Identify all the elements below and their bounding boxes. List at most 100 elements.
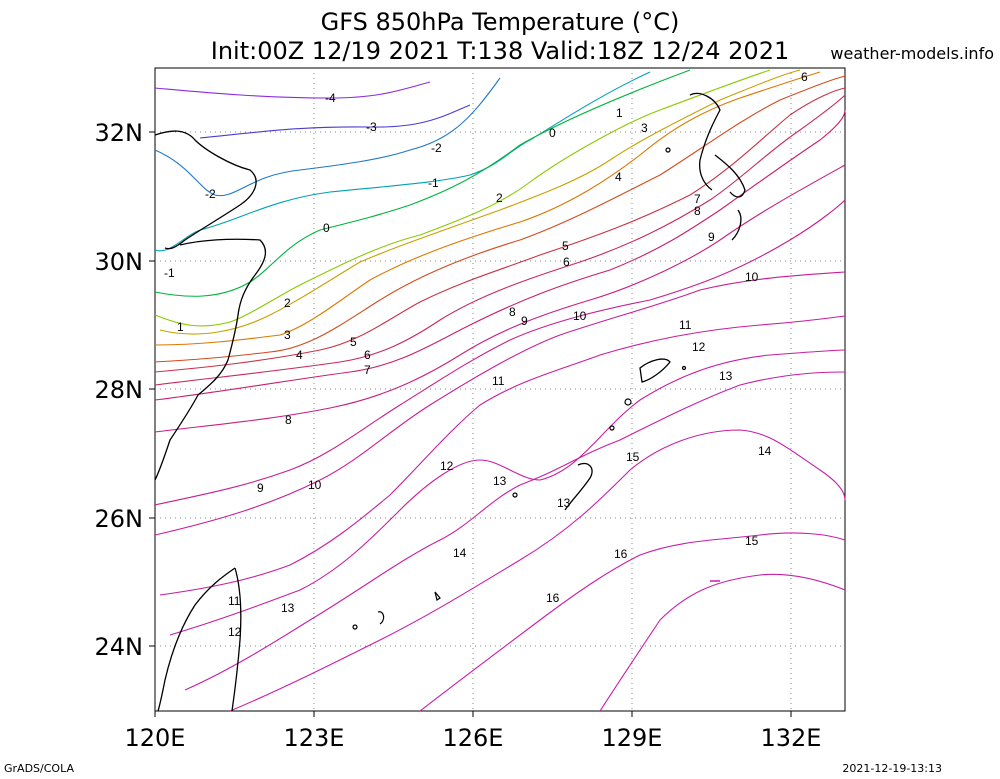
contour-label: -1 xyxy=(428,176,439,190)
lat-label: 30N xyxy=(95,248,144,276)
contour-label: 8 xyxy=(285,413,292,427)
contour-label: 5 xyxy=(562,239,569,253)
contour-line xyxy=(154,69,691,297)
island xyxy=(434,591,441,601)
contour-line xyxy=(154,77,501,197)
axis-ticks xyxy=(149,131,792,717)
lat-axis-labels: 32N 30N 28N 26N 24N xyxy=(95,119,144,661)
contour-line xyxy=(169,349,846,636)
china-coast xyxy=(154,130,267,481)
contour-label: 14 xyxy=(758,444,772,458)
grid-lines xyxy=(155,68,845,711)
contour-label: 2 xyxy=(496,191,503,205)
contour-label: 8 xyxy=(694,204,701,218)
map-title: GFS 850hPa Temperature (°C) xyxy=(320,8,680,36)
contour-label: 16 xyxy=(614,547,628,561)
contour-line xyxy=(229,429,846,712)
contour-label: 9 xyxy=(521,314,528,328)
lon-label: 129E xyxy=(602,724,663,752)
contour-label: 6 xyxy=(801,70,808,84)
contour-label: 11 xyxy=(679,318,692,332)
island xyxy=(624,398,632,406)
okinawa-island xyxy=(564,462,593,511)
contour-label: 15 xyxy=(626,450,640,464)
footer-software: GrADS/COLA xyxy=(4,762,74,775)
island xyxy=(681,365,687,371)
contour-label: 14 xyxy=(453,546,467,560)
tanegashima-island xyxy=(731,209,742,241)
lat-label: 32N xyxy=(95,119,144,147)
lon-axis-labels: 120E 123E 126E 129E 132E xyxy=(125,724,822,752)
contour-label: 3 xyxy=(641,121,648,135)
contour-label: 2 xyxy=(284,296,291,310)
contour-label: 5 xyxy=(350,335,357,349)
contour-label: 9 xyxy=(708,230,715,244)
contour-label: -3 xyxy=(366,120,377,134)
lon-label: 120E xyxy=(125,724,186,752)
contour-line xyxy=(154,109,846,401)
contour-line xyxy=(154,75,846,363)
kyushu-coast xyxy=(689,92,746,198)
contour-line xyxy=(154,87,846,373)
contour-label: 10 xyxy=(745,270,759,284)
amami-island xyxy=(639,358,671,383)
contour-line xyxy=(154,81,431,99)
lon-label: 123E xyxy=(284,724,345,752)
contour-line xyxy=(419,532,846,712)
contour-label: 11 xyxy=(492,374,505,388)
island xyxy=(609,425,615,431)
contour-label: 6 xyxy=(364,348,371,362)
contour-label: 6 xyxy=(563,255,570,269)
contour-line xyxy=(184,371,846,691)
contour-line xyxy=(159,315,846,596)
contour-label: 12 xyxy=(440,459,454,473)
contour-label: 7 xyxy=(694,192,701,206)
lon-label: 126E xyxy=(443,724,504,752)
contour-line xyxy=(599,573,846,712)
contour-label: 4 xyxy=(615,170,622,184)
contour-label: 8 xyxy=(509,305,516,319)
small-islands xyxy=(352,147,687,630)
contour-label: 13 xyxy=(557,496,571,510)
lon-label: 132E xyxy=(761,724,822,752)
lat-label: 24N xyxy=(95,633,144,661)
island xyxy=(377,611,385,625)
map-subtitle: Init:00Z 12/19 2021 T:138 Valid:18Z 12/2… xyxy=(210,37,790,65)
lat-label: 28N xyxy=(95,376,144,404)
contour-line xyxy=(154,271,846,536)
contour-label: 10 xyxy=(308,478,322,492)
taiwan-coast xyxy=(157,567,242,712)
contour-label: 13 xyxy=(281,601,295,615)
contour-label: 12 xyxy=(692,340,706,354)
contour-label: 12 xyxy=(228,625,242,639)
coastlines xyxy=(154,92,746,712)
contour-line xyxy=(154,164,846,433)
contour-label: 15 xyxy=(745,534,759,548)
contour-label: 10 xyxy=(573,309,587,323)
contour-line xyxy=(154,199,846,506)
source-credit: weather-models.info xyxy=(830,44,994,63)
contour-label: 11 xyxy=(228,594,241,608)
contour-label: -2 xyxy=(431,141,442,155)
contour-label: -2 xyxy=(205,187,216,201)
contour-label: 9 xyxy=(257,481,264,495)
island xyxy=(665,147,671,153)
contour-line xyxy=(199,104,471,139)
contour-line xyxy=(154,71,821,346)
island xyxy=(352,624,358,630)
island xyxy=(512,492,518,498)
contour-labels: -4 -3 -2 -2 -1 -1 0 0 1 1 2 2 3 3 4 4 5 … xyxy=(164,70,808,639)
contour-label: -1 xyxy=(164,266,175,280)
lat-label: 26N xyxy=(95,505,144,533)
contour-label: 0 xyxy=(323,221,330,235)
contour-label: 7 xyxy=(364,363,371,377)
contour-label: 0 xyxy=(549,126,556,140)
contour-line xyxy=(154,94,846,386)
contour-label: 1 xyxy=(616,106,623,120)
contour-label: 16 xyxy=(546,591,560,605)
contour-label: 13 xyxy=(493,474,507,488)
contour-label: 1 xyxy=(177,320,184,334)
contour-label: 4 xyxy=(296,348,303,362)
contour-label: 13 xyxy=(719,369,733,383)
